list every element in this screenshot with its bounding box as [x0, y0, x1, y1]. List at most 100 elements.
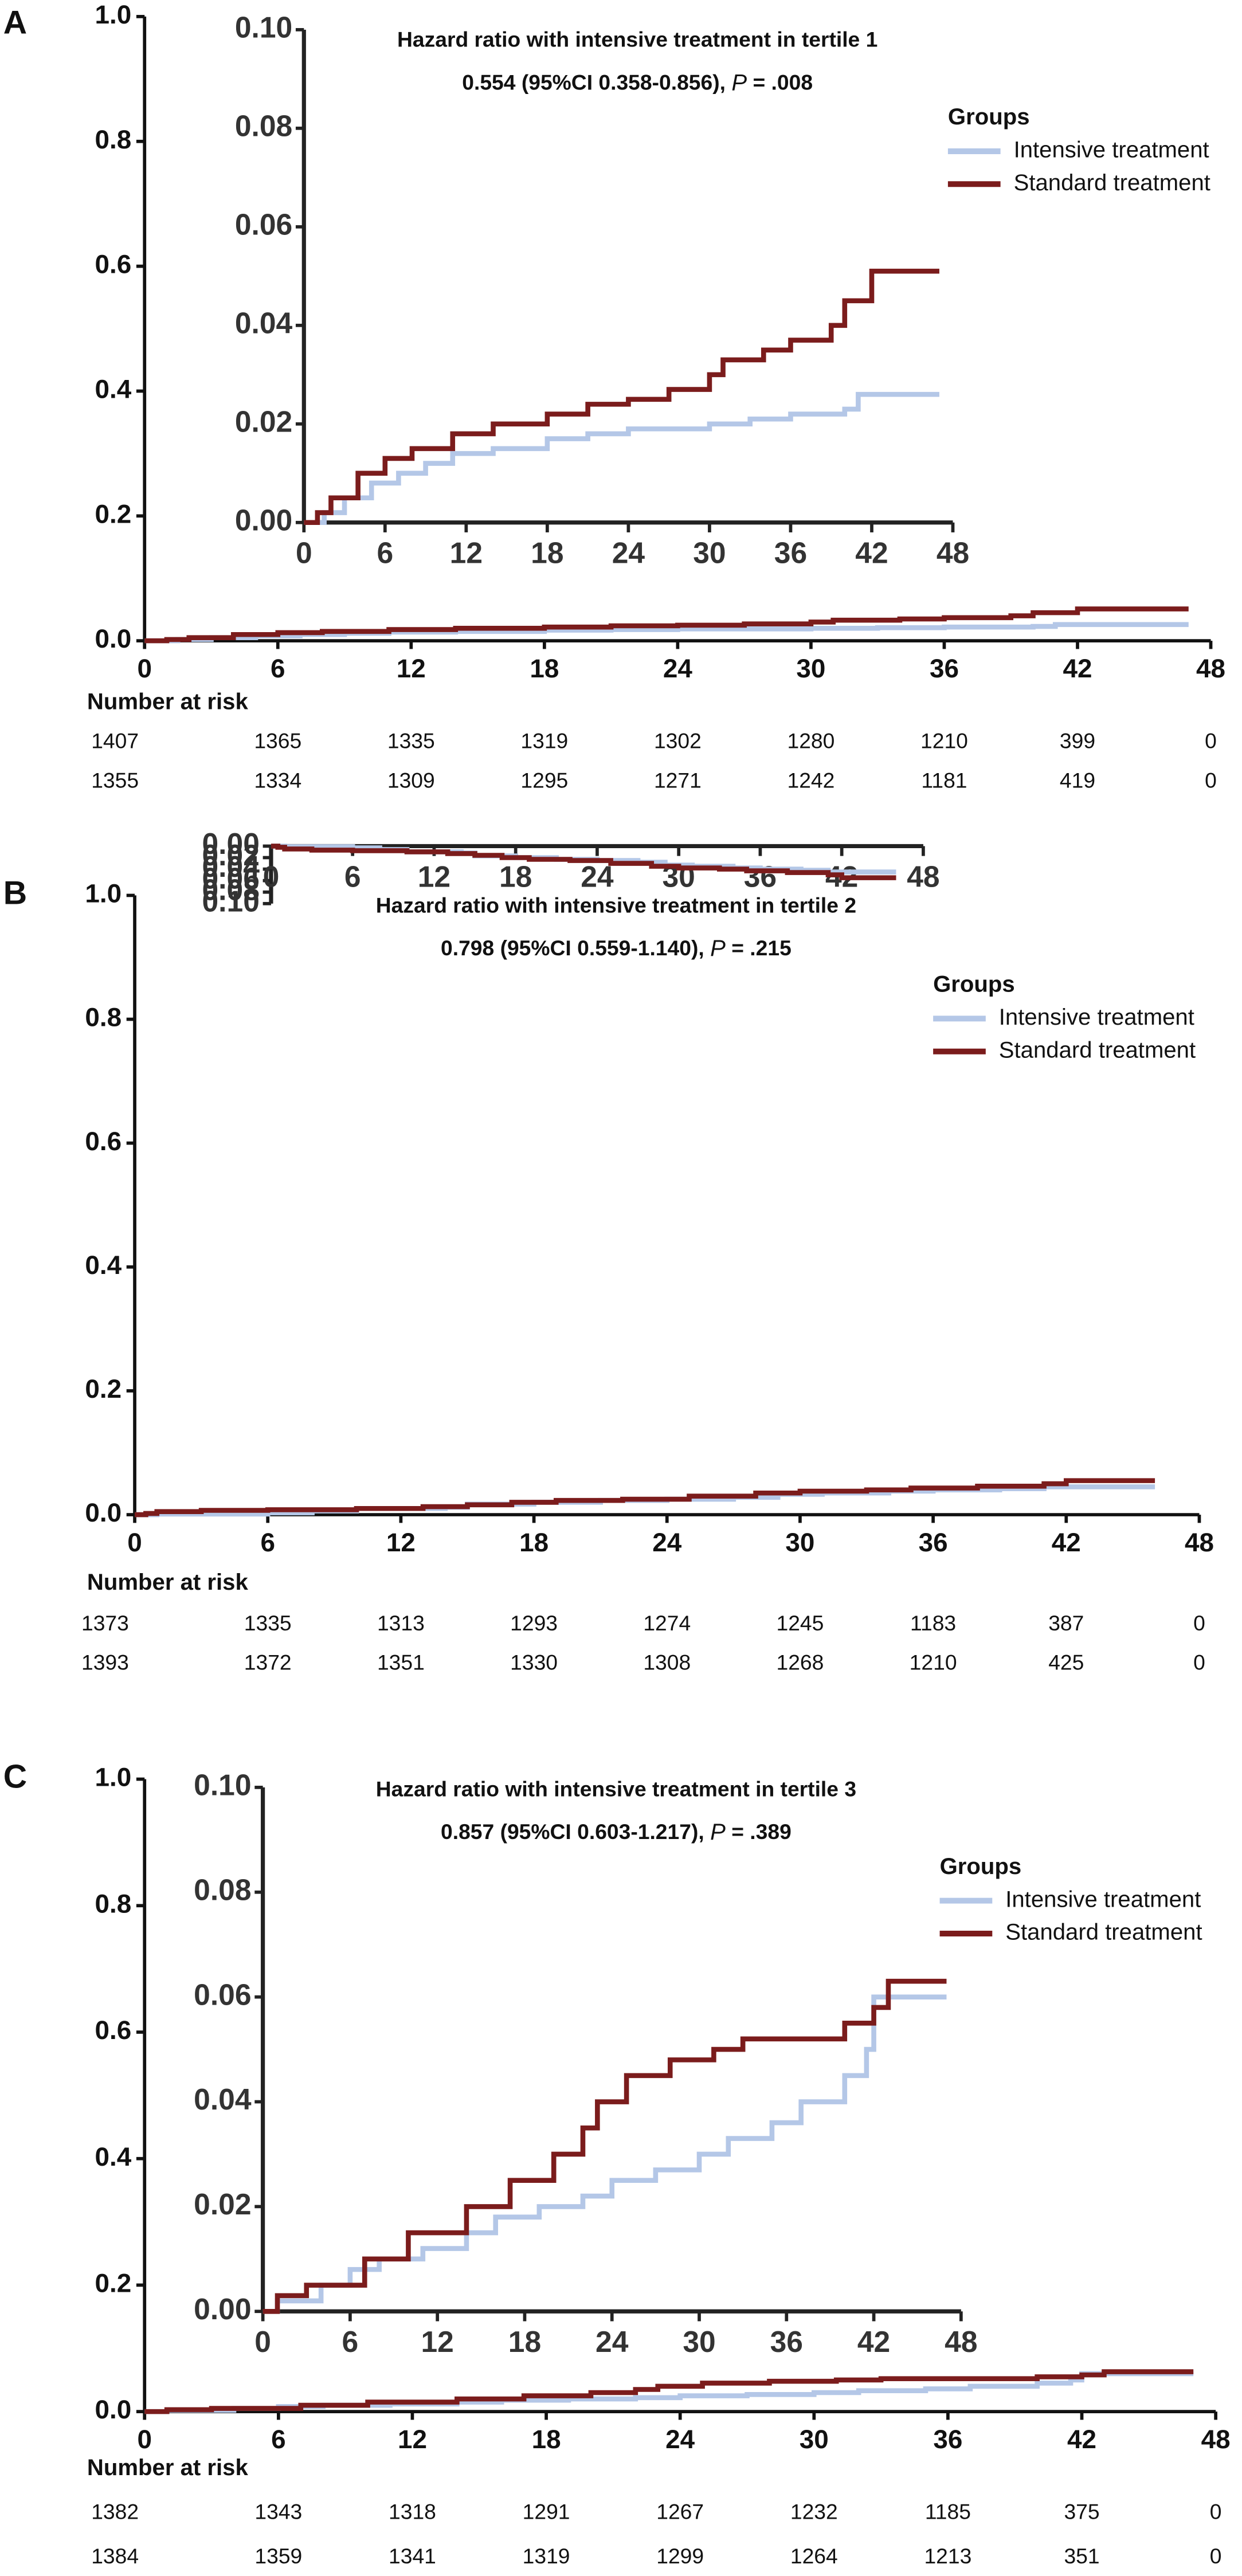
- risk-count: 1365: [254, 729, 301, 753]
- x-tick-label: 12: [398, 2424, 427, 2454]
- risk-count: 1319: [520, 729, 568, 753]
- risk-count: 1213: [924, 2544, 971, 2568]
- inset-km-curve: [304, 268, 939, 526]
- panel-label: C: [3, 1759, 27, 1795]
- y-tick-label: 0.0: [95, 624, 132, 653]
- hr-subtitle-part: 0.554 (95%CI 0.358-0.856),: [462, 70, 731, 94]
- risk-count: 1268: [777, 1650, 824, 1675]
- inset-x-tick-label: 36: [744, 860, 777, 893]
- risk-count: 375: [1064, 2500, 1099, 2524]
- x-tick-label: 36: [933, 2424, 962, 2454]
- x-tick-label: 12: [386, 1527, 416, 1557]
- inset-x-tick-label: 42: [855, 536, 888, 570]
- risk-count: 351: [1064, 2544, 1099, 2568]
- inset-x-tick-label: 30: [693, 536, 726, 570]
- y-tick-label: 0.8: [85, 1002, 122, 1032]
- y-tick-label: 0.4: [95, 374, 132, 404]
- risk-count: 1372: [244, 1650, 292, 1675]
- km-curve: [144, 606, 1189, 644]
- panel-label: B: [3, 875, 27, 912]
- legend-title: Groups: [948, 104, 1030, 130]
- risk-count: 1355: [91, 768, 139, 792]
- risk-count: 1267: [656, 2500, 704, 2524]
- inset-y-tick-label: 0.00: [194, 2292, 251, 2326]
- y-tick-label: 0.2: [85, 1374, 122, 1403]
- y-tick-label: 0.8: [95, 124, 132, 154]
- legend-label: Intensive treatment: [1014, 137, 1209, 163]
- risk-count: 1245: [777, 1611, 824, 1635]
- inset-y-tick-label: 0.04: [202, 850, 260, 883]
- inset-x-tick-label: 24: [595, 2325, 629, 2358]
- hr-subtitle-part: = .008: [747, 70, 813, 94]
- legend-title: Groups: [933, 971, 1015, 997]
- hr-subtitle: 0.857 (95%CI 0.603-1.217), P = .389: [441, 1819, 792, 1845]
- x-tick-label: 42: [1063, 653, 1092, 683]
- risk-count: 1351: [377, 1650, 425, 1675]
- x-tick-label: 30: [785, 1527, 814, 1557]
- x-tick-label: 24: [663, 653, 693, 683]
- y-tick-label: 0.8: [95, 1888, 132, 1918]
- risk-count: 1280: [787, 729, 834, 753]
- y-tick-label: 0.4: [95, 2142, 132, 2171]
- risk-count: 1335: [244, 1611, 292, 1635]
- inset-x-tick-label: 18: [499, 860, 532, 893]
- x-tick-label: 30: [796, 653, 825, 683]
- inset-x-tick-label: 24: [612, 536, 645, 570]
- risk-count: 1264: [790, 2544, 838, 2568]
- inset-x-tick-label: 0: [263, 860, 280, 893]
- risk-count: 1335: [387, 729, 435, 753]
- inset-x-tick-label: 12: [421, 2325, 453, 2358]
- inset-x-tick-label: 6: [377, 536, 393, 570]
- legend-label: Intensive treatment: [1005, 1886, 1201, 1912]
- x-tick-label: 6: [271, 2424, 286, 2454]
- y-tick-label: 0.2: [95, 2268, 132, 2298]
- risk-count: 1393: [81, 1650, 129, 1675]
- inset-y-tick-label: 0.10: [202, 884, 260, 918]
- risk-count: 1271: [654, 768, 702, 792]
- risk-count: 1343: [254, 2500, 302, 2524]
- risk-count: 1359: [254, 2544, 302, 2568]
- x-tick-label: 36: [930, 653, 959, 683]
- inset-x-tick-label: 42: [857, 2325, 890, 2358]
- risk-count: 1302: [654, 729, 702, 753]
- risk-count: 387: [1048, 1611, 1084, 1635]
- risk-count: 1308: [643, 1650, 691, 1675]
- inset-x-tick-label: 0: [254, 2325, 271, 2358]
- inset-x-tick-label: 48: [907, 860, 939, 893]
- inset-y-tick-label: 0.04: [235, 306, 293, 339]
- inset-x-tick-label: 12: [450, 536, 483, 570]
- inset-x-tick-label: 0: [296, 536, 312, 570]
- inset-km-curve: [271, 844, 896, 880]
- hr-subtitle-part: = .389: [726, 1820, 792, 1844]
- x-tick-label: 24: [665, 2424, 695, 2454]
- inset-y-tick-label: 0.00: [202, 827, 260, 860]
- inset-x-tick-label: 30: [683, 2325, 715, 2358]
- inset-x-tick-label: 48: [937, 536, 969, 570]
- x-tick-label: 30: [800, 2424, 829, 2454]
- inset-x-tick-label: 18: [508, 2325, 541, 2358]
- x-tick-label: 12: [397, 653, 426, 683]
- risk-count: 1232: [790, 2500, 838, 2524]
- inset-km-curve: [304, 391, 939, 526]
- risk-count: 1183: [910, 1611, 956, 1635]
- risk-count: 1299: [656, 2544, 704, 2568]
- inset-y-tick-label: 0.02: [194, 2187, 251, 2221]
- risk-count: 1274: [643, 1611, 691, 1635]
- inset-x-tick-label: 6: [342, 2325, 359, 2358]
- x-tick-label: 24: [652, 1527, 682, 1557]
- risk-count: 1185: [925, 2500, 971, 2524]
- km-curve: [144, 2369, 1194, 2414]
- legend-label: Standard treatment: [1014, 170, 1210, 195]
- y-tick-label: 0.0: [85, 1497, 122, 1527]
- inset-y-tick-label: 0.08: [202, 873, 260, 906]
- risk-count: 1242: [787, 768, 834, 792]
- y-tick-label: 0.4: [85, 1250, 122, 1280]
- risk-count: 0: [1210, 2500, 1222, 2524]
- risk-count: 0: [1193, 1650, 1205, 1675]
- inset-y-tick-label: 0.06: [235, 207, 292, 241]
- risk-count: 1181: [921, 768, 967, 792]
- inset-x-tick-label: 18: [531, 536, 563, 570]
- hr-subtitle-part: P: [710, 935, 726, 961]
- x-tick-label: 42: [1067, 2424, 1096, 2454]
